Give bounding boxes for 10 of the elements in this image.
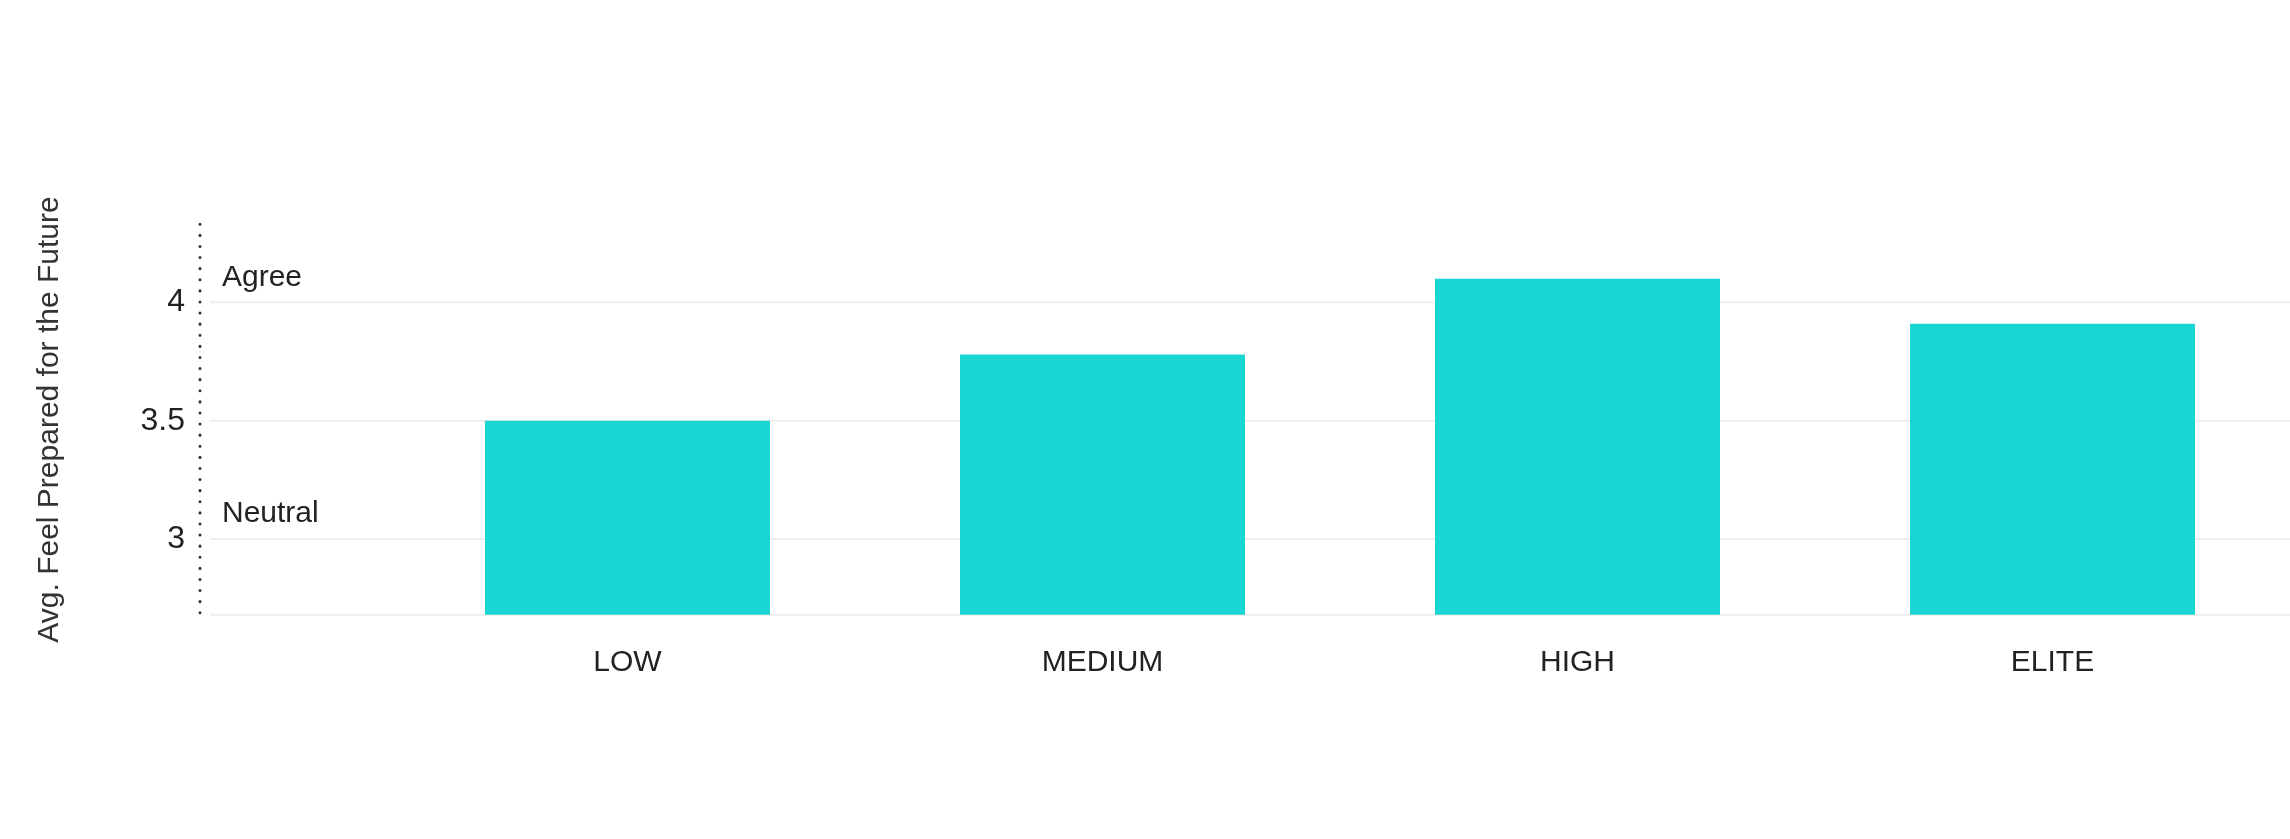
x-tick-label: ELITE <box>2010 644 2095 678</box>
x-tick-label: LOW <box>593 644 663 678</box>
annotation: Agree <box>222 258 303 292</box>
x-tick-label: HIGH <box>1540 644 1615 678</box>
x-tick-label: MEDIUM <box>1041 644 1164 678</box>
y-tick-label: 3 <box>167 518 185 555</box>
y-axis-title: Avg. Feel Prepared for the Future <box>31 196 65 643</box>
annotation: Neutral <box>222 495 319 529</box>
y-tick-label: 3.5 <box>140 400 185 437</box>
y-tick-label: 4 <box>167 282 185 319</box>
